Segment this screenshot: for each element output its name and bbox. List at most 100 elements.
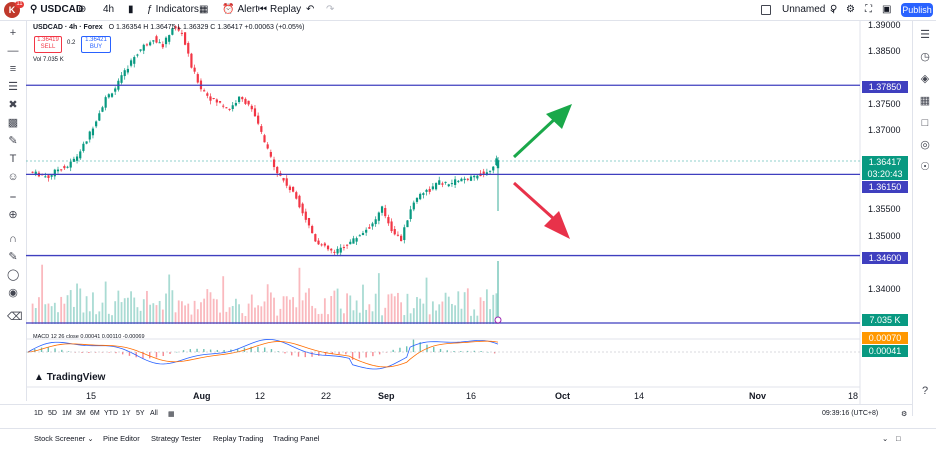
symbol-search[interactable]: ⚲ USDCAD bbox=[30, 4, 84, 15]
candle-body bbox=[164, 37, 168, 45]
volume-bar bbox=[184, 305, 186, 324]
sell-button[interactable]: 1.36419 SELL bbox=[34, 36, 62, 53]
candle-body bbox=[326, 245, 330, 250]
range-1m[interactable]: 1M bbox=[62, 410, 72, 417]
quick-search-button[interactable]: ⚲ bbox=[830, 3, 837, 17]
replay-button[interactable]: ⏮ Replay bbox=[258, 4, 302, 15]
volume-bar bbox=[438, 304, 441, 324]
signal-icon[interactable]: ◎ bbox=[920, 139, 930, 151]
volume-bar bbox=[431, 301, 434, 324]
volume-bar bbox=[235, 298, 237, 324]
candle-body bbox=[272, 159, 276, 168]
chat-icon[interactable]: □ bbox=[921, 117, 929, 129]
tab-stock-screener[interactable]: Stock Screener ⌄ bbox=[34, 434, 94, 443]
volume-bar bbox=[362, 284, 364, 324]
level-label-resistance[interactable]: 1.37850 bbox=[862, 81, 908, 93]
buy-button[interactable]: 1.36421 BUY bbox=[81, 36, 111, 53]
search-icon: ⚲ bbox=[830, 4, 838, 15]
alert-button[interactable]: ⏰ Alert bbox=[222, 4, 259, 15]
help-icon[interactable]: ? bbox=[921, 385, 929, 397]
zoom-icon[interactable]: ⊕ bbox=[8, 209, 18, 221]
indicators-button[interactable]: ƒ Indicators bbox=[147, 4, 199, 15]
range-ytd[interactable]: YTD bbox=[104, 410, 118, 417]
date-range-icon[interactable]: ▦ bbox=[168, 411, 175, 418]
gear-icon: ⚙ bbox=[846, 4, 855, 15]
alerts-clock-icon[interactable]: ◷ bbox=[920, 51, 930, 63]
range-all[interactable]: All bbox=[150, 410, 158, 417]
settings-button[interactable]: ⚙ bbox=[846, 3, 855, 17]
add-symbol-button[interactable]: ⊕ bbox=[78, 3, 86, 17]
chart-settings-icon[interactable]: ⚙ bbox=[901, 411, 908, 418]
search-icon: ⚲ bbox=[30, 4, 38, 15]
range-5d[interactable]: 5D bbox=[48, 410, 57, 417]
candle-body bbox=[50, 175, 53, 177]
candle-body bbox=[342, 247, 346, 249]
fullscreen-button[interactable]: ⛶ bbox=[865, 3, 872, 17]
buy-price: 1.36421 bbox=[85, 37, 107, 43]
brush-icon[interactable]: ✎ bbox=[8, 135, 18, 147]
candle-body bbox=[231, 105, 234, 110]
layout-name-button[interactable]: Unnamed ⌄ bbox=[761, 3, 837, 17]
interval-button[interactable]: 4h bbox=[103, 4, 115, 15]
watchlist-icon[interactable]: ☰ bbox=[920, 29, 930, 41]
text-icon[interactable]: T bbox=[9, 153, 17, 165]
price-tick: 1.34000 bbox=[868, 284, 901, 294]
volume-bar bbox=[212, 298, 215, 324]
pattern-icon[interactable]: ✖ bbox=[8, 99, 18, 111]
magnet-icon[interactable]: ∩ bbox=[9, 233, 17, 245]
emoji-icon[interactable]: ☺ bbox=[7, 171, 19, 183]
ideas-icon[interactable]: ☉ bbox=[920, 161, 930, 173]
undo-button[interactable]: ↶ bbox=[306, 3, 314, 17]
templates-button[interactable]: ▦ bbox=[199, 3, 208, 17]
chart-type-button[interactable]: ▮ bbox=[128, 3, 134, 17]
clock[interactable]: 09:39:16 (UTC+8) bbox=[822, 410, 879, 417]
candle-body bbox=[438, 180, 441, 185]
forecast-icon[interactable]: ▩ bbox=[7, 117, 19, 129]
tab-trading-panel[interactable]: Trading Panel bbox=[273, 434, 320, 443]
candle-body bbox=[260, 126, 263, 132]
range-1d[interactable]: 1D bbox=[34, 410, 43, 417]
range-1y[interactable]: 1Y bbox=[122, 410, 131, 417]
lock-icon[interactable]: ◯ bbox=[7, 269, 20, 281]
volume-bar bbox=[473, 309, 476, 324]
trendline-icon[interactable]: ― bbox=[7, 45, 19, 57]
level-label-support[interactable]: 1.34600 bbox=[862, 252, 908, 264]
maximize-panel-icon[interactable]: □ bbox=[896, 434, 901, 443]
layers-icon[interactable]: ◈ bbox=[920, 73, 930, 85]
range-3m[interactable]: 3M bbox=[76, 410, 86, 417]
publish-button[interactable]: Publish bbox=[901, 3, 933, 17]
tab-strategy-tester[interactable]: Strategy Tester bbox=[151, 434, 202, 443]
redo-button[interactable]: ↷ bbox=[326, 3, 334, 17]
range-5y[interactable]: 5Y bbox=[136, 410, 145, 417]
macd-histogram-bar bbox=[250, 346, 252, 352]
price-tick: 1.38500 bbox=[868, 46, 901, 56]
snapshot-button[interactable]: ▣ bbox=[882, 3, 891, 17]
volume-bar bbox=[215, 299, 218, 324]
drawing-mode-icon[interactable]: ✎ bbox=[8, 251, 18, 263]
collapse-panel-icon[interactable]: ⌄ bbox=[882, 434, 889, 443]
bullish-arrowhead bbox=[546, 104, 572, 129]
checkbox-icon bbox=[761, 5, 771, 15]
volume-bar bbox=[358, 312, 361, 324]
candle-body bbox=[209, 96, 212, 101]
tab-pine-editor[interactable]: Pine Editor bbox=[103, 434, 140, 443]
range-6m[interactable]: 6M bbox=[90, 410, 100, 417]
tab-replay-trading[interactable]: Replay Trading bbox=[213, 434, 264, 443]
calendar-icon[interactable]: ▦ bbox=[919, 95, 931, 107]
macd-histogram-bar bbox=[74, 352, 77, 353]
trash-icon[interactable]: ⌫ bbox=[7, 311, 23, 323]
level-label-mid[interactable]: 1.36150 bbox=[862, 181, 908, 193]
candle-body bbox=[352, 238, 355, 244]
candle-body bbox=[412, 202, 415, 210]
macd-histogram-bar bbox=[480, 351, 482, 352]
volume-bar bbox=[171, 290, 174, 324]
macd-histogram-bar bbox=[460, 351, 462, 352]
ruler-icon[interactable]: ⎯ bbox=[10, 191, 16, 203]
crosshair-icon[interactable]: + bbox=[9, 27, 17, 39]
candle-body bbox=[44, 176, 47, 178]
fib-icon[interactable]: ☰ bbox=[8, 81, 18, 93]
eye-icon[interactable]: ◉ bbox=[8, 287, 18, 299]
volume-bar bbox=[397, 292, 399, 324]
horizontal-lines-icon[interactable]: ≡ bbox=[9, 63, 17, 75]
price-chart[interactable] bbox=[26, 21, 911, 404]
